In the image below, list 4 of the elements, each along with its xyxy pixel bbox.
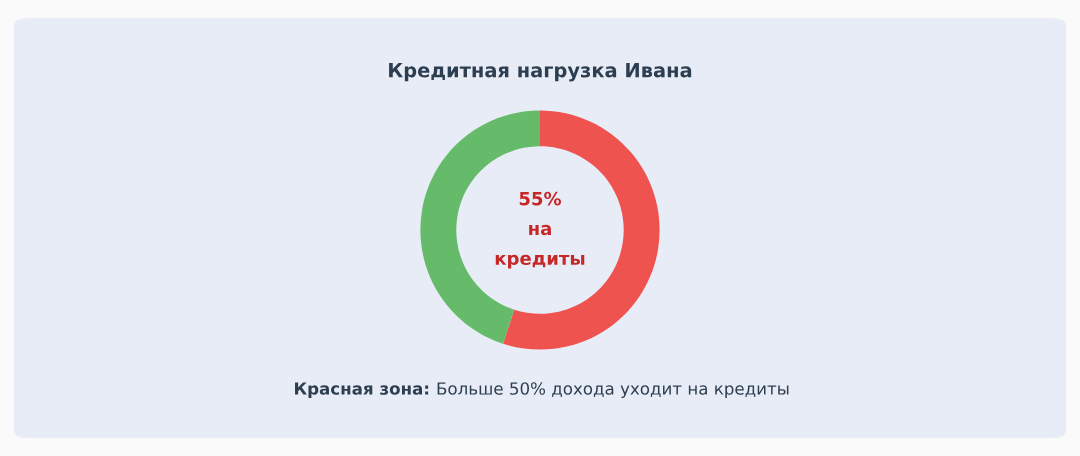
text: 55% на кредиты [495, 191, 585, 269]
text: Красная зона: [295, 382, 429, 399]
chart-title: Кредитная нагрузка Ивана [389, 63, 692, 82]
text: Больше 50% дохода уходит на кредиты [437, 382, 789, 399]
